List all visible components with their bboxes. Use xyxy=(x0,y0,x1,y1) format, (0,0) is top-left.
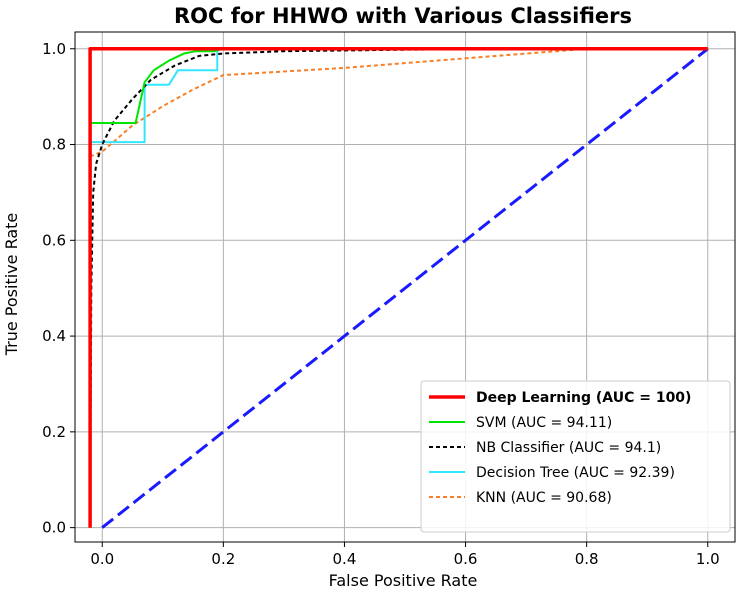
series-line xyxy=(88,47,708,528)
x-tick-label: 0.0 xyxy=(90,550,114,568)
y-tick-label: 1.0 xyxy=(42,40,66,58)
x-tick-label: 0.2 xyxy=(211,550,235,568)
legend-label: KNN (AUC = 90.68) xyxy=(476,490,612,506)
y-tick-label: 0.8 xyxy=(42,136,66,154)
y-tick-label: 0.0 xyxy=(42,519,66,537)
y-tick-label: 0.2 xyxy=(42,423,66,441)
y-tick-label: 0.4 xyxy=(42,327,66,345)
plot-frame xyxy=(74,31,736,543)
legend-box xyxy=(420,380,731,533)
x-tick-label: 0.4 xyxy=(333,550,357,568)
legend-label: Deep Learning (AUC = 100) xyxy=(476,390,691,406)
ticks: 0.0 0.2 0.4 0.6 0.8 1.0 0.0 0.2 0.4 0.6 0.8 1.0 xyxy=(42,40,720,568)
x-tick-label: 1.0 xyxy=(696,550,720,568)
y-axis-label: True Positive Rate xyxy=(2,213,21,357)
series-lines xyxy=(88,47,709,529)
series-line xyxy=(89,47,708,528)
legend-label: Decision Tree (AUC = 92.39) xyxy=(476,465,675,481)
y-tick-label: 0.6 xyxy=(42,231,66,249)
series-line xyxy=(89,47,708,528)
legend-label: NB Classifier (AUC = 94.1) xyxy=(476,440,661,456)
x-axis-label: False Positive Rate xyxy=(329,571,478,590)
series-line xyxy=(89,47,708,528)
legend: Deep Learning (AUC = 100) SVM (AUC = 94.1… xyxy=(420,380,731,533)
chart-title: ROC for HHWO with Various Classifiers xyxy=(174,4,632,28)
x-tick-label: 0.8 xyxy=(575,550,599,568)
x-tick-label: 0.6 xyxy=(454,550,478,568)
legend-label: SVM (AUC = 94.11) xyxy=(476,415,612,431)
chance-diagonal-line xyxy=(101,47,709,529)
